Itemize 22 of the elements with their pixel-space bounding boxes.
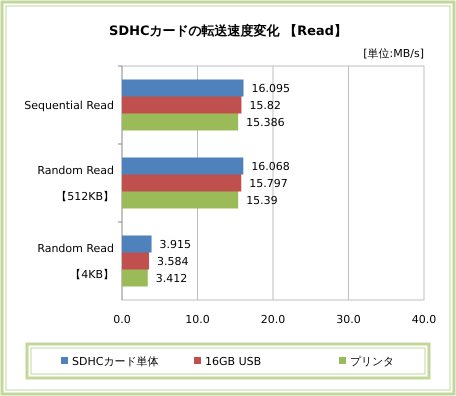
data-label: 3.412 — [156, 272, 188, 285]
data-label: 15.39 — [246, 194, 278, 207]
data-label: 15.797 — [249, 177, 288, 190]
data-label: 16.095 — [252, 82, 290, 95]
chart-title: SDHCカードの転送速度変化 【Read】 — [108, 23, 348, 39]
x-tick-label: 20.0 — [260, 313, 286, 326]
y-tick-label: Random Read 【4KB】 — [37, 242, 114, 281]
x-tick-label: 40.0 — [412, 313, 436, 326]
y-tick-label: Random Read 【512KB】 — [37, 164, 114, 203]
data-label: 15.386 — [246, 116, 285, 129]
legend-label: プリンタ — [350, 355, 394, 368]
x-tick-label: 30.0 — [336, 313, 361, 326]
legend-label: SDHCカード単体 — [72, 355, 158, 368]
data-label: 16.068 — [251, 160, 290, 173]
data-label: 3.584 — [157, 255, 189, 268]
x-tick-label: 10.0 — [185, 313, 210, 326]
data-label: 15.82 — [249, 99, 281, 112]
data-label: 3.915 — [160, 238, 192, 251]
legend-label: 16GB USB — [205, 355, 262, 368]
y-tick-label: Sequential Read — [24, 99, 114, 112]
x-tick-label: 0.0 — [113, 313, 131, 326]
text: [単位:MB/s] — [363, 47, 424, 60]
